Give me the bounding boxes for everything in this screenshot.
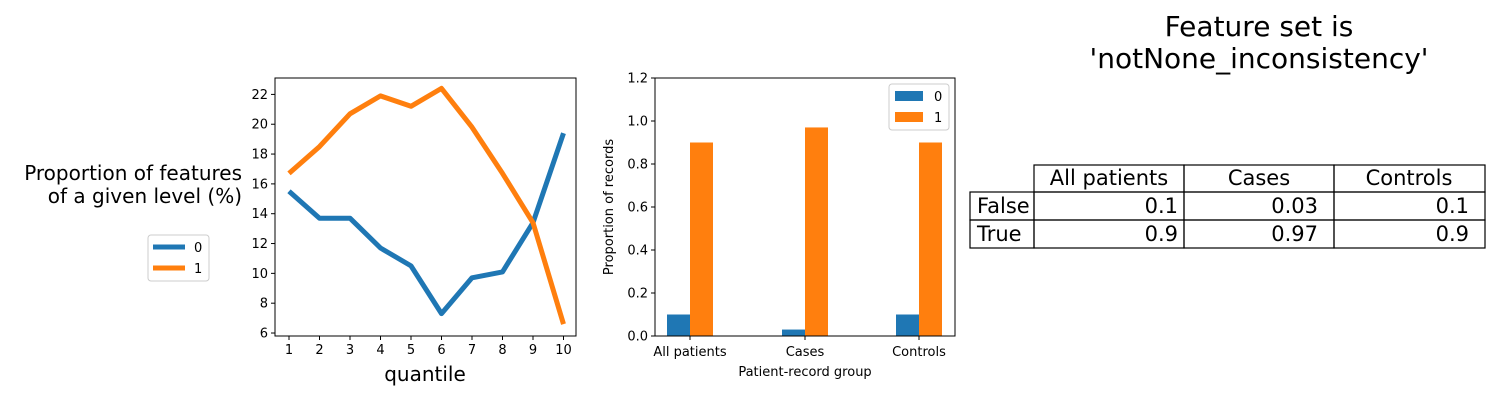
table-header-all-patients: All patients <box>1050 166 1168 190</box>
bar-chart-bars <box>667 127 942 336</box>
bar-1-all-patients <box>690 142 713 336</box>
line-chart-y-tick-label: 12 <box>251 237 268 252</box>
line-chart-x-tick-label: 9 <box>529 343 537 358</box>
table-row-label-false: False <box>977 194 1030 218</box>
bar-0-all-patients <box>667 314 690 336</box>
bar-chart-y-tick-label: 1.0 <box>627 115 648 130</box>
bar-chart-legend-swatch-1 <box>895 112 923 122</box>
line-chart-ylabel-line-2: of a given level (%) <box>48 184 242 208</box>
table-header-controls: Controls <box>1366 166 1453 190</box>
bar-chart-y-ticks: 0.0 0.2 0.4 0.6 0.8 1.0 1.2 <box>627 72 655 345</box>
table-row-label-true: True <box>976 222 1022 246</box>
bar-chart-x-tick-label: Cases <box>786 345 825 360</box>
line-chart-y-tick-label: 22 <box>251 88 268 103</box>
bar-chart-y-tick-label: 0.4 <box>627 244 648 259</box>
bar-chart-y-tick-label: 0.0 <box>627 330 648 345</box>
line-chart-x-tick-label: 2 <box>315 343 323 358</box>
line-chart-y-tick-label: 10 <box>251 267 268 282</box>
bar-chart-legend-label-1: 1 <box>934 111 942 126</box>
bar-chart-legend-label-0: 0 <box>934 90 942 105</box>
summary-table: Feature set is 'notNone_inconsistency' A… <box>969 10 1486 249</box>
line-chart-legend-label-1: 1 <box>194 262 202 277</box>
bar-0-cases <box>782 329 805 336</box>
line-chart-x-tick-label: 1 <box>285 343 293 358</box>
table-cell-2-3 <box>1333 219 1486 249</box>
table-title-line-1: Feature set is <box>1165 10 1354 43</box>
line-chart-y-ticks: 6 8 10 12 14 16 18 20 22 <box>251 88 275 342</box>
bar-chart-y-tick-label: 0.8 <box>627 158 648 173</box>
bar-chart: Proportion of records 0.0 0.2 0.4 0.6 0.8 1.0… <box>602 72 956 380</box>
line-chart-ylabel-line-1: Proportion of features <box>24 161 242 185</box>
line-chart: Proportion of features of a given level … <box>24 77 577 386</box>
bar-1-cases <box>805 127 828 336</box>
line-chart-y-tick-label: 20 <box>251 118 268 133</box>
bar-chart-ylabel: Proportion of records <box>602 139 617 275</box>
line-chart-xlabel: quantile <box>384 362 466 386</box>
line-chart-x-tick-label: 6 <box>437 343 445 358</box>
line-chart-legend: 0 1 <box>147 234 210 282</box>
table-value-false-all-patients: 0.1 <box>1145 194 1178 218</box>
bar-chart-y-tick-label: 0.6 <box>627 201 648 216</box>
bar-0-controls <box>896 314 919 336</box>
bar-chart-y-tick-label: 1.2 <box>627 72 648 87</box>
line-chart-series-0-line <box>287 132 566 317</box>
line-chart-x-tick-label: 5 <box>407 343 415 358</box>
table-value-true-cases: 0.97 <box>1271 222 1318 246</box>
bar-1-controls <box>919 142 942 336</box>
line-chart-legend-label-0: 0 <box>194 241 202 256</box>
bar-chart-x-ticks: All patients Cases Controls <box>653 336 946 360</box>
line-chart-y-tick-label: 6 <box>260 327 268 342</box>
line-chart-y-tick-label: 18 <box>251 148 268 163</box>
table-value-false-controls: 0.1 <box>1436 194 1469 218</box>
bar-chart-y-tick-label: 0.2 <box>627 287 648 302</box>
line-chart-x-tick-label: 3 <box>346 343 354 358</box>
bar-chart-legend-swatch-0 <box>895 91 923 101</box>
table-header-cases: Cases <box>1228 166 1290 190</box>
line-chart-x-ticks: 1 2 3 4 5 6 7 8 9 10 <box>285 336 572 358</box>
table-grid <box>969 164 1486 249</box>
line-chart-plot-area <box>274 77 577 337</box>
table-value-true-controls: 0.9 <box>1436 222 1469 246</box>
line-chart-series <box>287 85 566 325</box>
line-chart-x-tick-label: 10 <box>555 343 572 358</box>
line-chart-x-tick-label: 4 <box>376 343 384 358</box>
table-value-false-cases: 0.03 <box>1271 194 1318 218</box>
line-chart-y-tick-label: 14 <box>251 207 268 222</box>
line-chart-y-tick-label: 16 <box>251 177 268 192</box>
line-chart-series-1-line <box>287 85 566 325</box>
bar-chart-x-tick-label: Controls <box>892 345 946 360</box>
table-title-line-2: 'notNone_inconsistency' <box>1090 42 1429 75</box>
table-value-true-all-patients: 0.9 <box>1145 222 1178 246</box>
bar-chart-x-tick-label: All patients <box>653 345 727 360</box>
line-chart-x-tick-label: 8 <box>498 343 506 358</box>
bar-chart-legend: 0 1 <box>888 83 950 131</box>
bar-chart-xlabel: Patient-record group <box>738 365 871 380</box>
line-chart-x-tick-label: 7 <box>468 343 476 358</box>
line-chart-y-tick-label: 8 <box>260 297 268 312</box>
